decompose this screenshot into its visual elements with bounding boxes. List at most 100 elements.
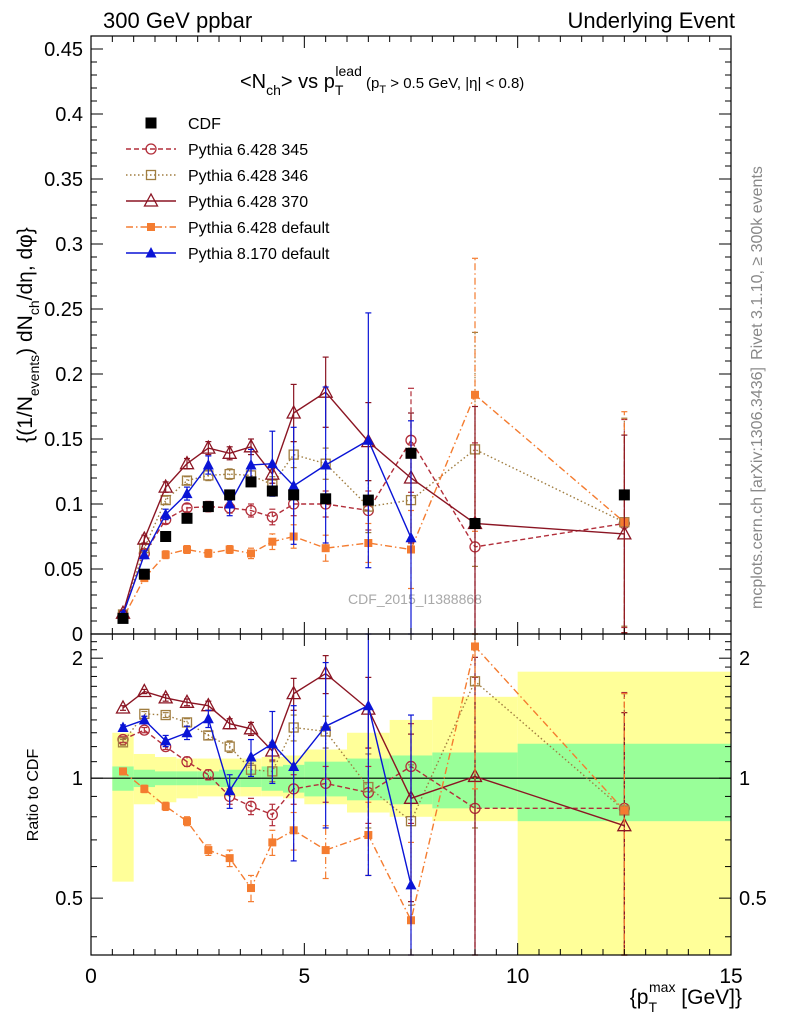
y-tick-label: 0.4: [55, 104, 83, 126]
data-point: [222, 444, 238, 459]
data-point: [136, 683, 152, 698]
rivet-version-label: Rivet 3.1.10, ≥ 300k events: [749, 166, 766, 360]
legend-marker: [145, 169, 157, 181]
data-point: [183, 817, 191, 826]
data-point: [202, 459, 214, 470]
data-point: [117, 612, 129, 624]
series-line: [122, 393, 625, 619]
data-point: [202, 712, 214, 724]
data-point: [181, 487, 193, 499]
data-point: [616, 817, 632, 832]
data-point: [245, 800, 257, 812]
legend-item: CDF: [145, 116, 221, 133]
data-point: [202, 769, 214, 781]
ratio-y-tick-label-right: 2: [739, 648, 750, 670]
data-point: [115, 699, 131, 714]
legend-label: Pythia 6.428 345: [188, 142, 308, 159]
legend-label: Pythia 6.428 default: [188, 220, 330, 237]
legend-item: Pythia 6.428 default: [126, 220, 330, 237]
data-point: [179, 455, 195, 470]
data-point: [224, 741, 235, 752]
data-point: [286, 404, 302, 419]
data-point: [225, 854, 234, 863]
data-point: [243, 720, 259, 735]
data-point: [181, 726, 193, 738]
data-point: [245, 751, 257, 762]
data-point: [266, 485, 278, 497]
data-point: [362, 494, 374, 506]
data-point: [160, 494, 171, 506]
y-tick-label: 0.45: [44, 39, 83, 61]
data-point: [247, 884, 255, 893]
data-point: [268, 537, 277, 546]
data-point: [138, 568, 150, 580]
legend-marker: [143, 192, 159, 207]
data-point: [288, 760, 300, 771]
data-point: [181, 756, 193, 768]
outer-band-bin: [112, 732, 134, 882]
legend-marker: [145, 247, 157, 258]
data-point: [202, 501, 214, 513]
data-point: [200, 439, 216, 454]
data-point: [222, 715, 238, 730]
data-point: [138, 713, 150, 725]
data-point: [320, 459, 332, 470]
data-point: [117, 737, 129, 748]
ratio-y-tick-label: 2: [72, 648, 83, 670]
legend-marker: [145, 117, 157, 129]
header-left: 300 GeV ppbar: [103, 8, 252, 33]
data-point: [160, 531, 172, 542]
analysis-watermark: CDF_2015_I1388868: [348, 591, 482, 607]
x-axis-label: {pTmax [GeV]}: [630, 979, 742, 1015]
data-point: [224, 498, 236, 509]
data-point: [266, 808, 278, 821]
main-series-pythia-6-428-346: [117, 331, 630, 627]
legend-label: Pythia 6.428 370: [188, 194, 308, 211]
data-point: [616, 525, 632, 540]
legend-label: Pythia 6.428 346: [188, 168, 308, 185]
ratio-y-tick-label-right: 1: [739, 768, 750, 790]
data-point: [138, 724, 150, 736]
data-point: [140, 784, 149, 793]
data-point: [405, 878, 417, 890]
data-point: [225, 545, 234, 554]
main-ylabel: {(1/Nevents) dNch/dη, dφ}: [14, 227, 42, 443]
main-series-group: [115, 257, 632, 635]
main-frame: 0 0.05 0.1 0.15 0.2 0.25 0.3 0.35 0.4 0.45: [44, 35, 732, 646]
series-line: [122, 391, 625, 614]
data-point: [181, 512, 193, 524]
legend-item: Pythia 8.170 default: [126, 246, 330, 263]
data-point: [469, 518, 481, 529]
data-point: [467, 768, 483, 783]
data-point: [266, 511, 278, 523]
legend-item: Pythia 6.428 370: [126, 192, 308, 211]
main-series-pythia-8-170-default: [117, 312, 417, 635]
data-point: [224, 784, 236, 796]
data-point: [266, 737, 278, 749]
data-point: [618, 489, 630, 501]
series-line: [122, 680, 625, 823]
data-point: [224, 468, 235, 480]
data-point: [160, 508, 172, 519]
data-point: [471, 390, 479, 399]
x-tick-label: 0: [85, 965, 97, 988]
data-point: [321, 544, 330, 553]
y-tick-label: 0.25: [44, 299, 83, 321]
ratio-y-tick-label: 1: [72, 768, 83, 790]
legend: CDF Pythia 6.428 345 Pythia 6.428 346 Pythi…: [126, 116, 330, 263]
y-tick-label: 0.15: [44, 429, 83, 451]
data-point: [160, 734, 172, 746]
data-point: [161, 802, 170, 811]
data-point: [405, 447, 417, 459]
legend-marker: [147, 223, 155, 231]
data-point: [362, 434, 374, 445]
ratio-ylabel: Ratio to CDF: [25, 749, 42, 842]
series-line: [122, 704, 412, 885]
data-point: [286, 685, 302, 700]
data-point: [471, 642, 479, 651]
data-point: [158, 689, 174, 704]
ratio-series-group: [115, 633, 632, 956]
data-point: [362, 699, 374, 711]
ratio-series-pythia-8-170-default: [117, 633, 417, 956]
